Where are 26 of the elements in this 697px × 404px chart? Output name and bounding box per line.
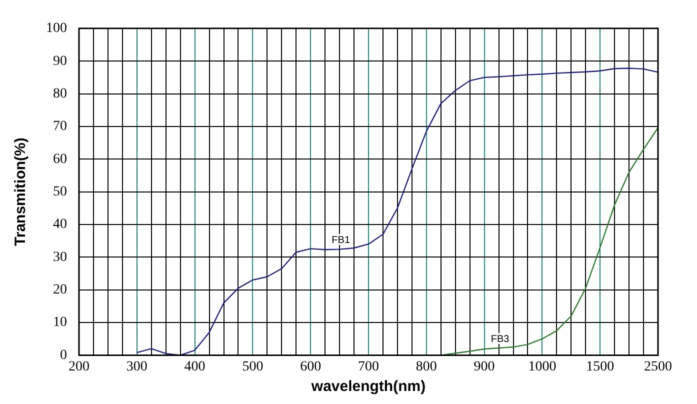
x-axis-title: wavelength(nm) — [310, 378, 426, 396]
x-tick-label: 800 — [416, 359, 437, 374]
y-axis-title: Transmition(%) — [12, 138, 30, 246]
series-label: FB3 — [490, 334, 510, 345]
x-tick-label: 2500 — [644, 359, 672, 374]
x-tick-label: 600 — [300, 359, 322, 374]
y-tick-label: 30 — [53, 250, 67, 265]
x-tick-label: 900 — [474, 359, 495, 374]
y-tick-label: 40 — [53, 217, 67, 232]
y-tick-label: 80 — [53, 86, 67, 102]
x-tick-label: 300 — [126, 359, 148, 374]
y-tick-label: 50 — [53, 184, 67, 200]
x-tick-label: 1000 — [528, 359, 556, 374]
series-label: FB1 — [332, 234, 350, 246]
y-tick-label: 20 — [53, 282, 67, 298]
x-tick-label: 500 — [242, 359, 264, 374]
x-tick-label: 200 — [68, 359, 90, 374]
y-tick-label: 60 — [53, 152, 67, 167]
x-tick-label: 400 — [184, 359, 206, 374]
x-tick-label: 700 — [358, 359, 379, 374]
y-tick-label: 0 — [60, 348, 67, 363]
y-tick-label: 70 — [53, 119, 67, 134]
y-tick-label: 10 — [53, 315, 67, 330]
y-tick-label: 90 — [53, 54, 67, 69]
y-tick-label: 100 — [46, 21, 67, 36]
x-tick-label: 1500 — [586, 359, 614, 374]
